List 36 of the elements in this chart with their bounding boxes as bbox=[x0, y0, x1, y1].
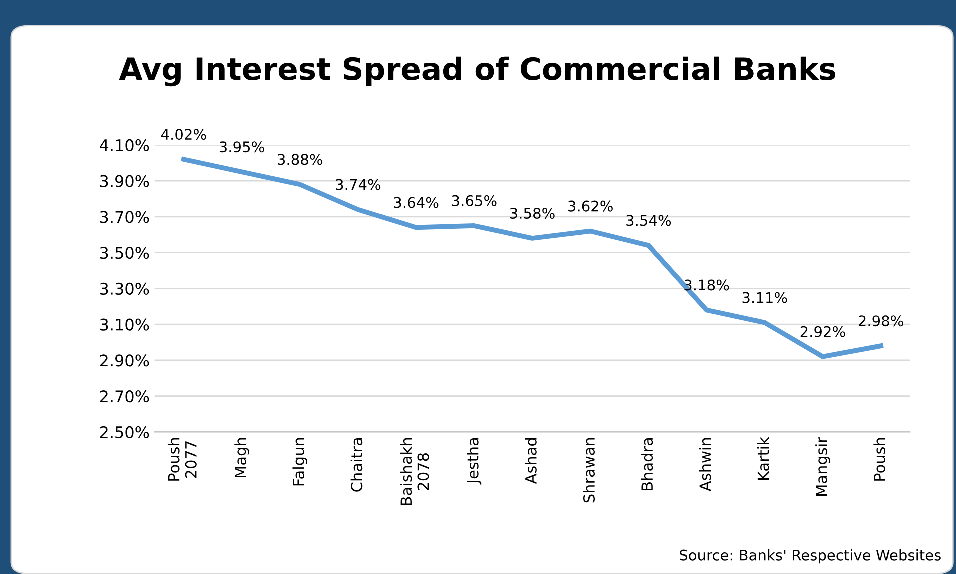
data-label: 3.62% bbox=[568, 200, 613, 212]
data-label: 3.54% bbox=[626, 215, 672, 226]
y-tick-label: 2.50% bbox=[100, 426, 150, 439]
data-label: 3.64% bbox=[394, 197, 439, 208]
data-label: 4.02% bbox=[161, 129, 206, 140]
x-tick-label: Kartik bbox=[757, 437, 770, 480]
data-label: 3.11% bbox=[742, 292, 788, 304]
y-tick-label: 3.30% bbox=[100, 282, 150, 296]
x-tick-label: Magh bbox=[234, 438, 250, 478]
x-tick-label: Jestha bbox=[467, 438, 482, 485]
data-label: 3.88% bbox=[278, 154, 322, 166]
x-tick-label: Baishakh 2078 bbox=[400, 438, 430, 506]
data-label: 3.74% bbox=[336, 179, 381, 190]
x-tick-label: Chaitra bbox=[350, 438, 363, 492]
x-tick-label: Ashad bbox=[525, 438, 537, 484]
chart-title: Avg Interest Spread of Commercial Banks bbox=[119, 56, 836, 87]
data-label: 2.98% bbox=[858, 316, 904, 327]
y-tick-label: 2.90% bbox=[100, 354, 150, 367]
source-note: Source: Banks' Respective Websites bbox=[680, 550, 941, 564]
x-tick-label: Shrawan bbox=[583, 438, 596, 503]
data-label: 3.95% bbox=[220, 142, 264, 153]
y-tick-label: 2.70% bbox=[100, 390, 150, 403]
data-label: 3.65% bbox=[452, 195, 497, 206]
y-tick-label: 3.50% bbox=[100, 247, 150, 260]
y-tick-label: 3.70% bbox=[100, 211, 150, 224]
data-label: 2.92% bbox=[800, 326, 846, 338]
data-label: 3.58% bbox=[510, 208, 555, 220]
x-tick-label: Poush bbox=[874, 438, 886, 481]
x-tick-label: Ashwin bbox=[699, 438, 712, 492]
y-tick-label: 3.90% bbox=[100, 175, 150, 188]
y-tick-label: 4.10% bbox=[100, 139, 150, 152]
y-tick-label: 3.10% bbox=[100, 318, 150, 331]
x-tick-label: Bhadra bbox=[641, 438, 654, 490]
x-tick-label: Poush 2077 bbox=[168, 438, 197, 481]
x-tick-label: Mangsir bbox=[816, 437, 830, 496]
x-tick-label: Falgun bbox=[292, 438, 308, 486]
